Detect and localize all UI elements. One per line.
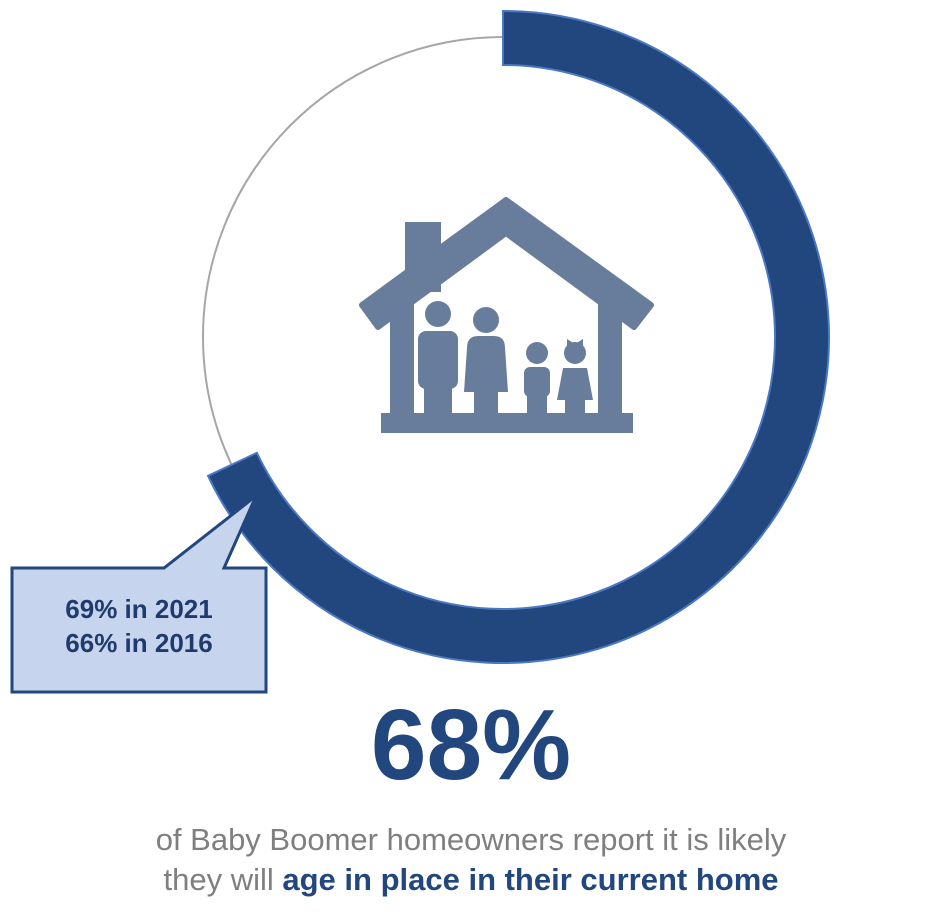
value-arc — [206, 9, 830, 664]
callout-line-2021: 69% in 2021 — [65, 594, 213, 624]
callout-bubble — [10, 494, 268, 694]
caption-line-2-bold: age in place in their current home — [282, 862, 779, 897]
caption-line-2: they will age in place in their current … — [0, 860, 942, 900]
house-family-icon — [359, 197, 654, 433]
callout-text: 69% in 2021 66% in 2016 — [14, 592, 264, 660]
center-value: 68% — [370, 689, 572, 801]
caption-line-2-prefix: they will — [163, 862, 283, 897]
caption: of Baby Boomer homeowners report it is l… — [0, 820, 942, 900]
callout-line-2016: 66% in 2016 — [65, 628, 213, 658]
caption-line-1: of Baby Boomer homeowners report it is l… — [155, 822, 787, 857]
